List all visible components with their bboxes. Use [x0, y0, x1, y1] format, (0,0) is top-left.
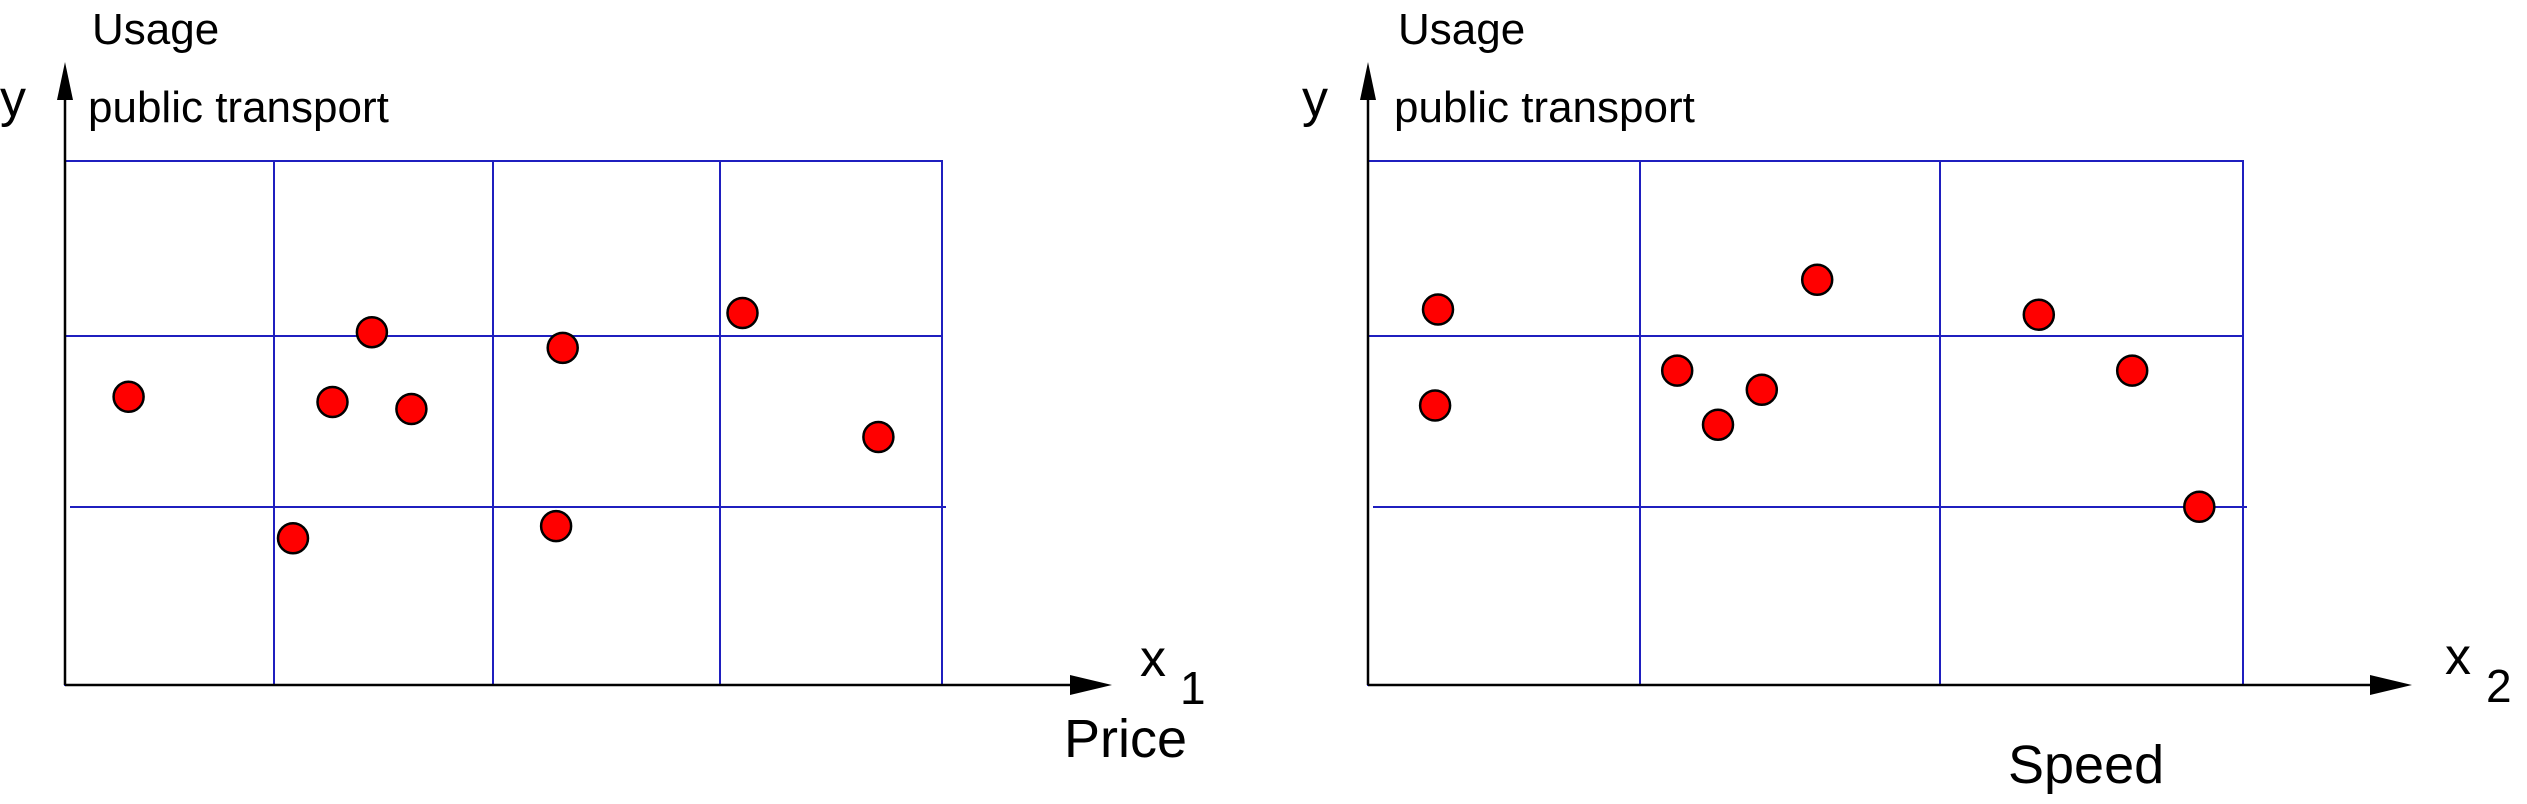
data-point: [726, 296, 759, 330]
data-point: [1418, 389, 1452, 422]
data-point: [539, 509, 573, 543]
y-axis-label-line-1: Usage: [1398, 5, 1525, 54]
data-point: [1421, 293, 1455, 326]
plot-speed: y Usage public transport x 2 Speed: [1302, 5, 2512, 795]
x-axis-subscript: 1: [1180, 662, 1206, 714]
data-points: [1418, 263, 2216, 524]
data-point: [395, 392, 428, 426]
data-point: [316, 385, 349, 419]
y-axis-label-line-2: public transport: [88, 83, 389, 132]
grid: [64, 160, 946, 686]
data-point: [276, 522, 310, 555]
x-axis-arrow-icon: [2370, 675, 2412, 695]
data-point: [112, 380, 145, 414]
y-axis-symbol: y: [1302, 70, 1328, 128]
x-axis-label: Price: [1064, 709, 1187, 769]
data-point: [862, 420, 895, 454]
data-point: [2115, 354, 2149, 387]
data-point: [355, 315, 389, 349]
data-point: [1701, 408, 1735, 441]
y-axis-arrow-icon: [57, 62, 73, 100]
data-point: [546, 331, 579, 365]
data-point: [2022, 298, 2056, 331]
y-axis-symbol: y: [0, 70, 26, 128]
data-point: [1660, 354, 1694, 387]
x-axis-arrow-icon: [1070, 675, 1112, 695]
grid: [1367, 160, 2247, 686]
y-axis-label-line-1: Usage: [92, 5, 219, 54]
plot-frame: [64, 160, 943, 686]
plot-frame: [1367, 160, 2244, 686]
x-axis-symbol: x: [1140, 630, 1166, 688]
y-axis-arrow-icon: [1360, 62, 1376, 100]
data-point: [1745, 373, 1779, 407]
data-point: [2183, 490, 2216, 524]
y-axis-label-line-2: public transport: [1394, 83, 1695, 132]
x-axis-subscript: 2: [2486, 660, 2512, 712]
data-point: [1800, 263, 1834, 297]
x-axis-symbol: x: [2445, 628, 2471, 686]
x-axis-label: Speed: [2008, 735, 2164, 795]
data-points: [112, 296, 895, 555]
plot-price: y Usage public transport x 1 Price: [0, 5, 1206, 769]
